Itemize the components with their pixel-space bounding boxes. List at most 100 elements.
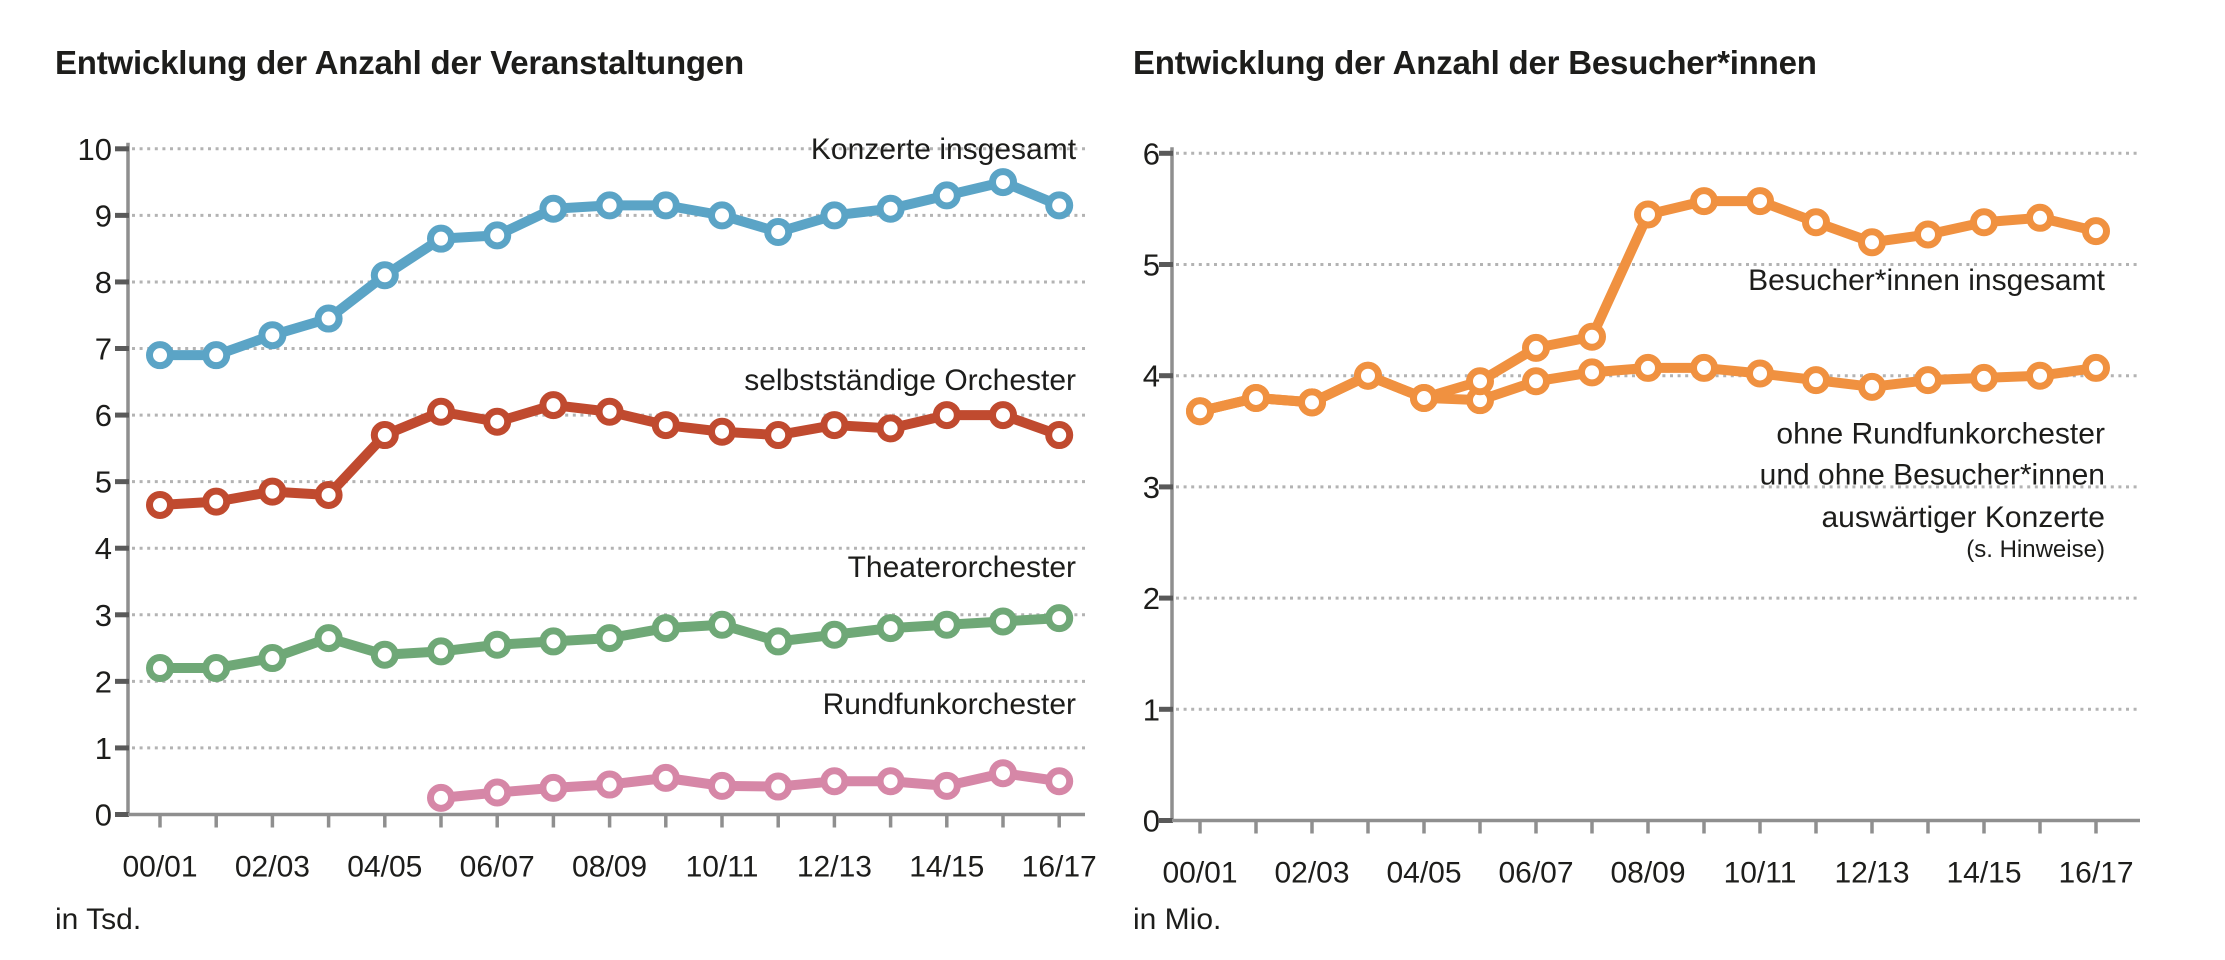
y-tick-label: 6 [95,398,112,433]
series-annotation-ohne-rundfunkorchester: ohne Rundfunkorchester [1776,418,2105,451]
visitors-unit-label: in Mio. [1133,903,1222,936]
data-point-marker-konzerte-insgesamt [539,194,568,223]
y-tick-label: 4 [1143,359,1160,394]
events-unit-label: in Tsd. [55,903,142,936]
data-point-marker-selbstst-ndige-orchester [370,421,399,450]
series-line-rundfunkorchester [436,768,1065,803]
data-point-marker-theaterorchester [651,614,680,643]
data-point-marker-besucher-innen-insgesamt [1802,208,1830,237]
events-line-chart: 0 1 2 3 4 5 6 7 8 9 10 00/01 02/03 04/05 06/07 08/09 10/… [78,132,1097,884]
data-point-marker-besucher-innen-insgesamt [1522,333,1550,362]
data-point-marker-ohne-rundfunkorchester-und-ohne-besucher-innen-ausw-rtiger-konzerte [1522,367,1550,396]
data-point-marker-rundfunkorchester [651,763,680,792]
y-tick-label: 3 [95,598,112,633]
data-point-marker-rundfunkorchester [932,771,961,800]
x-tick-label: 16/17 [1022,851,1097,884]
data-point-marker-selbstst-ndige-orchester [258,477,287,506]
y-tick-label: 6 [1143,136,1160,171]
series-annotation-rundfunkorchester: Rundfunkorchester [823,688,1076,721]
data-point-marker-selbstst-ndige-orchester [708,417,736,446]
x-tick-label: 14/15 [1946,857,2021,890]
x-tick-label: 12/13 [797,851,872,884]
data-point-marker-rundfunkorchester [539,773,568,802]
data-point-marker-besucher-innen-insgesamt [1186,397,1214,426]
data-point-marker-selbstst-ndige-orchester [483,407,512,436]
data-point-marker-besucher-innen-insgesamt [1746,187,1774,216]
data-point-marker-konzerte-insgesamt [370,261,399,290]
data-point-marker-theaterorchester [1045,604,1074,633]
x-tick-label: 14/15 [909,851,984,884]
series-annotation-theaterorchester: Theaterorchester [848,551,1076,584]
x-tick-label: 04/05 [347,851,422,884]
series-annotation-konzerte-insgesamt: Konzerte insgesamt [811,133,1077,166]
data-point-marker-theaterorchester [764,627,793,656]
data-point-marker-konzerte-insgesamt [483,221,512,250]
data-point-marker-selbstst-ndige-orchester [932,401,961,430]
data-point-marker-ohne-rundfunkorchester-und-ohne-besucher-innen-ausw-rtiger-konzerte [1746,359,1774,388]
data-point-marker-theaterorchester [314,624,343,653]
data-point-marker-rundfunkorchester [989,759,1017,788]
data-point-marker-selbstst-ndige-orchester [764,421,793,450]
visitors-line-chart: 0 1 2 3 4 5 6 00/01 02/03 04/05 06/07 08/09 10/11 12/… [1143,136,2140,890]
y-tick-label: 8 [95,265,112,300]
data-point-marker-theaterorchester [932,610,961,639]
data-point-marker-rundfunkorchester [820,767,849,796]
y-tick-label: 2 [95,664,112,699]
data-point-marker-ohne-rundfunkorchester-und-ohne-besucher-innen-ausw-rtiger-konzerte [1970,363,1998,392]
visitors-chart-section: Entwicklung der Anzahl der Besucher*inne… [1112,0,2225,960]
data-point-marker-konzerte-insgesamt [427,224,455,253]
x-tick-label: 02/03 [235,851,310,884]
data-point-marker-theaterorchester [820,620,849,649]
series-annotation-besucher-innen-insgesamt: Besucher*innen insgesamt [1748,264,2106,297]
data-point-marker-selbstst-ndige-orchester [146,490,174,519]
data-point-marker-rundfunkorchester [595,770,624,799]
y-tick-label: 10 [78,132,112,167]
data-point-marker-theaterorchester [427,637,455,666]
data-point-marker-ohne-rundfunkorchester-und-ohne-besucher-innen-ausw-rtiger-konzerte [1634,353,1662,382]
data-point-marker-besucher-innen-insgesamt [1970,208,1998,237]
data-point-marker-rundfunkorchester [483,778,512,807]
x-tick-label: 08/09 [1610,857,1685,890]
x-tick-label: 16/17 [2058,857,2133,890]
data-point-marker-selbstst-ndige-orchester [427,397,455,426]
data-point-marker-rundfunkorchester [876,767,905,796]
data-point-marker-besucher-innen-insgesamt [1410,383,1438,412]
data-point-marker-besucher-innen-insgesamt [1578,322,1606,351]
data-point-marker-konzerte-insgesamt [820,201,849,230]
y-tick-label: 3 [1143,470,1160,505]
data-point-marker-konzerte-insgesamt [989,168,1017,197]
data-point-marker-besucher-innen-insgesamt [1634,200,1662,229]
data-point-marker-selbstst-ndige-orchester [876,414,905,443]
data-point-marker-theaterorchester [483,630,512,659]
data-point-marker-konzerte-insgesamt [651,191,680,220]
data-point-marker-selbstst-ndige-orchester [989,401,1017,430]
events-chart-title: Entwicklung der Anzahl der Veranstaltung… [55,44,744,81]
data-point-marker-ohne-rundfunkorchester-und-ohne-besucher-innen-ausw-rtiger-konzerte [1858,372,1886,401]
y-tick-label: 9 [95,198,112,233]
data-point-marker-selbstst-ndige-orchester [1045,421,1074,450]
y-tick-label: 5 [1143,248,1160,283]
y-tick-label: 5 [95,465,112,500]
x-tick-label: 06/07 [460,851,535,884]
data-point-marker-besucher-innen-insgesamt [2082,217,2110,246]
data-point-marker-besucher-innen-insgesamt [1298,388,1326,417]
y-tick-label: 2 [1143,581,1160,616]
data-point-marker-besucher-innen-insgesamt [1242,383,1270,412]
x-tick-label: 12/13 [1834,857,1909,890]
data-point-marker-selbstst-ndige-orchester [314,480,343,509]
y-tick-label: 7 [95,332,112,367]
data-point-marker-besucher-innen-insgesamt [1466,367,1494,396]
data-point-marker-theaterorchester [146,654,174,683]
events-chart-section: Entwicklung der Anzahl der Veranstaltung… [0,0,1112,960]
data-point-marker-theaterorchester [258,644,287,673]
x-tick-label: 08/09 [572,851,647,884]
series-annotation-und-ohne-besucher-innen: und ohne Besucher*innen [1760,459,2105,492]
data-point-marker-rundfunkorchester [427,783,455,812]
data-point-marker-theaterorchester [539,627,568,656]
data-point-marker-konzerte-insgesamt [764,218,793,247]
data-point-marker-selbstst-ndige-orchester [651,411,680,440]
data-point-marker-selbstst-ndige-orchester [820,411,849,440]
y-tick-label: 0 [95,798,112,833]
data-point-marker-ohne-rundfunkorchester-und-ohne-besucher-innen-ausw-rtiger-konzerte [1914,366,1942,395]
data-point-marker-ohne-rundfunkorchester-und-ohne-besucher-innen-ausw-rtiger-konzerte [2082,353,2110,382]
